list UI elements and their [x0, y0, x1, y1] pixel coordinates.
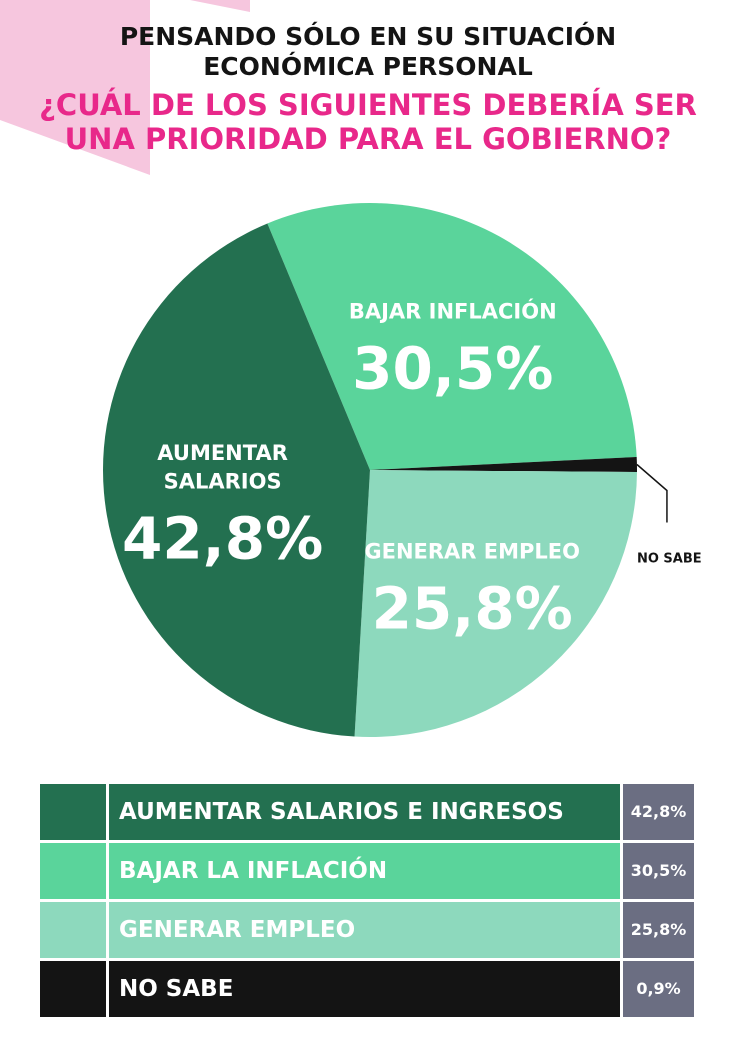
title-line-2: ECONÓMICA PERSONAL [203, 52, 533, 81]
chart-title: PENSANDO SÓLO EN SU SITUACIÓN ECONÓMICA … [0, 22, 736, 82]
legend-row-salarios: AUMENTAR SALARIOS E INGRESOS 42,8% [40, 784, 694, 840]
pie-label-no-sabe: NO SABE [637, 552, 702, 567]
legend-label: BAJAR LA INFLACIÓN [109, 843, 620, 899]
legend-label: GENERAR EMPLEO [109, 902, 620, 958]
legend-table: AUMENTAR SALARIOS E INGRESOS 42,8% BAJAR… [40, 784, 694, 1017]
legend-row-no-sabe: NO SABE 0,9% [40, 961, 694, 1017]
pie-slice-inflacion [267, 202, 637, 470]
legend-swatch [40, 961, 106, 1017]
pie-slice-salarios [103, 223, 371, 737]
legend-label: AUMENTAR SALARIOS E INGRESOS [109, 784, 620, 840]
legend-row-empleo: GENERAR EMPLEO 25,8% [40, 902, 694, 958]
legend-row-inflacion: BAJAR LA INFLACIÓN 30,5% [40, 843, 694, 899]
pie-label-empleo: GENERAR EMPLEO [364, 539, 580, 563]
legend-value: 42,8% [623, 784, 694, 840]
no-sabe-leader-line [636, 463, 668, 523]
pink-wedge-shape [0, 0, 150, 175]
legend-swatch [40, 784, 106, 840]
question-line-2: UNA PRIORIDAD PARA EL GOBIERNO? [64, 122, 672, 156]
pie-value-empleo: 25,8% [372, 575, 573, 643]
decorative-pink-wedge [0, 0, 250, 175]
chart-question: ¿CUÁL DE LOS SIGUIENTES DEBERÍA SER UNA … [0, 88, 736, 156]
pie-slice-empleo [354, 470, 637, 737]
legend-value: 0,9% [623, 961, 694, 1017]
legend-value: 25,8% [623, 902, 694, 958]
legend-swatch [40, 843, 106, 899]
pie-label-salarios: SALARIOS [164, 469, 282, 493]
title-line-1: PENSANDO SÓLO EN SU SITUACIÓN [119, 22, 617, 51]
pie-slice-no-sabe [370, 456, 637, 473]
legend-swatch [40, 902, 106, 958]
pie-label-inflacion: BAJAR INFLACIÓN [349, 298, 557, 323]
pink-corner-shape [190, 0, 250, 12]
pie-chart: BAJAR INFLACIÓN 30,5% NO SABE GENERAR EMPLE… [103, 202, 702, 737]
question-line-1: ¿CUÁL DE LOS SIGUIENTES DEBERÍA SER [39, 88, 697, 122]
legend-value: 30,5% [623, 843, 694, 899]
pie-label-salarios: AUMENTAR [157, 441, 288, 465]
legend-label: NO SABE [109, 961, 620, 1017]
pie-value-inflacion: 30,5% [352, 334, 553, 402]
pie-value-salarios: 42,8% [122, 505, 323, 573]
